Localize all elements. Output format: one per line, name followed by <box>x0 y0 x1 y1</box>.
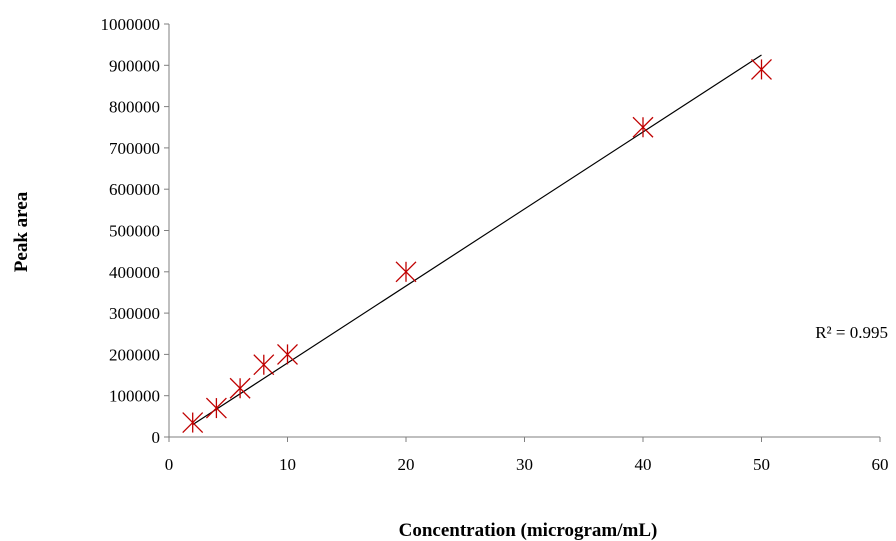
data-point <box>751 58 772 80</box>
data-point <box>253 354 275 376</box>
y-tick-label: 600000 <box>109 180 160 199</box>
y-tick-label: 800000 <box>109 98 160 117</box>
data-point <box>277 343 298 365</box>
x-axis-title: Concentration (microgram/mL) <box>399 520 658 541</box>
x-tick-label: 50 <box>753 455 770 474</box>
y-tick-label: 1000000 <box>101 15 161 34</box>
x-tick-label: 20 <box>398 455 415 474</box>
x-tick-label: 0 <box>165 455 174 474</box>
r-squared-annotation: R² = 0.995 <box>815 323 888 342</box>
y-tick-label: 400000 <box>109 263 160 282</box>
data-point <box>395 261 417 283</box>
x-tick-label: 10 <box>279 455 296 474</box>
data-point <box>632 116 654 138</box>
y-tick-label: 0 <box>152 428 161 447</box>
data-point <box>229 377 251 399</box>
x-tick-label: 40 <box>635 455 652 474</box>
y-tick-label: 100000 <box>109 387 160 406</box>
points-layer <box>182 58 772 434</box>
data-point <box>205 397 227 419</box>
x-tick-label: 30 <box>516 455 533 474</box>
y-tick-label: 200000 <box>109 345 160 364</box>
axes <box>168 24 880 438</box>
x-ticks: 0 10 20 30 40 50 60 <box>165 437 889 474</box>
y-axis-title: Peak area <box>11 191 32 272</box>
data-point <box>182 412 204 434</box>
x-tick-label: 60 <box>872 455 889 474</box>
trendline <box>192 54 762 426</box>
y-tick-label: 700000 <box>109 139 160 158</box>
y-tick-label: 500000 <box>109 222 160 241</box>
y-tick-label: 300000 <box>109 304 160 323</box>
y-ticks: 0 100000 200000 300000 400000 500000 600000 700… <box>101 15 169 447</box>
trendline-layer <box>192 54 762 426</box>
y-tick-label: 900000 <box>109 56 160 75</box>
